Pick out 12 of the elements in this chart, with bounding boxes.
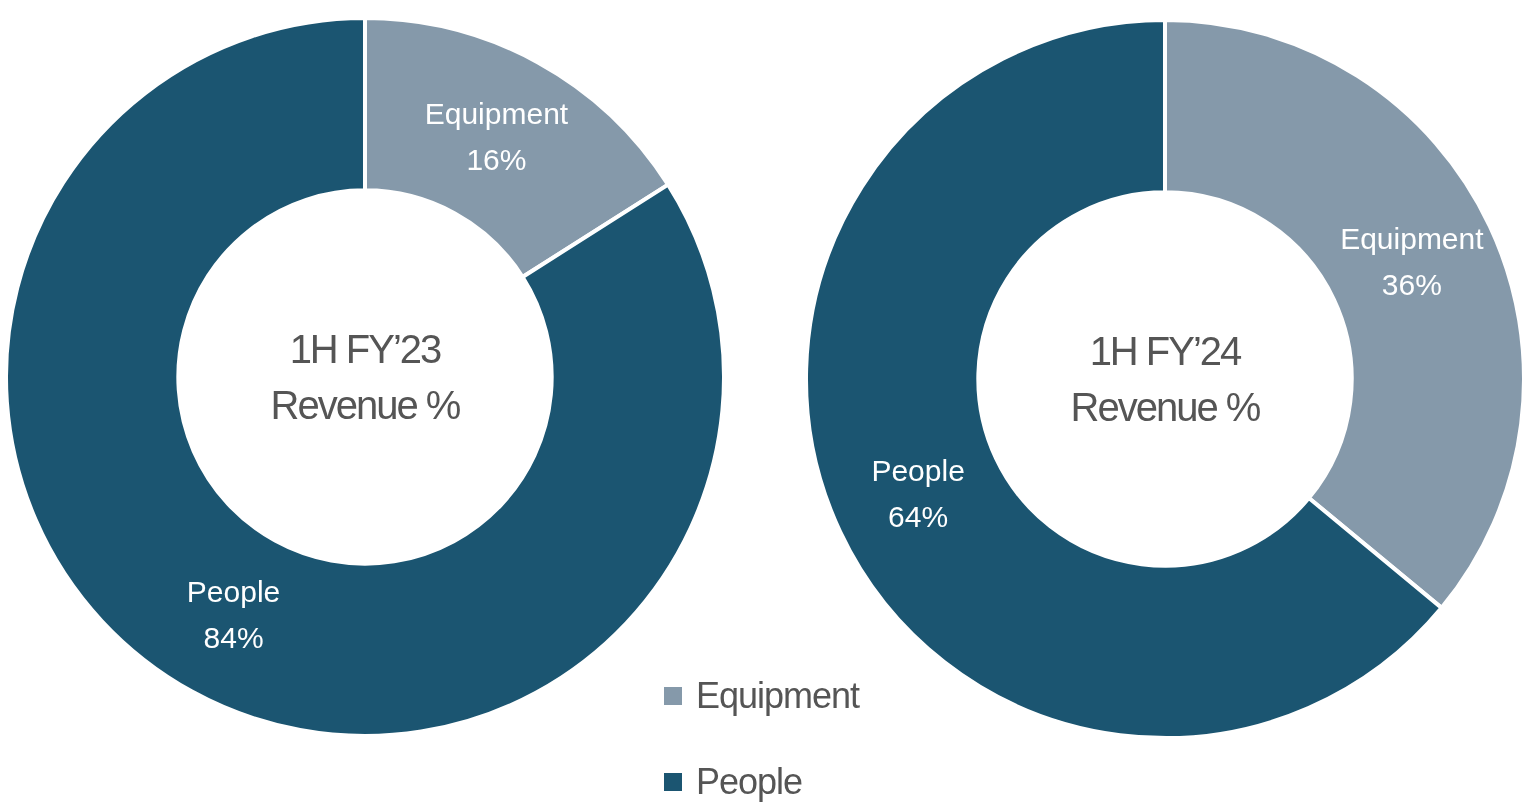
slice-label: People (871, 454, 965, 488)
slice-label: Equipment (1340, 222, 1485, 256)
data-label: 84% (203, 621, 264, 655)
slice-label: People (186, 575, 281, 609)
legend-label: Equipment (696, 675, 860, 717)
slice-label: Equipment (424, 97, 569, 131)
legend-label: People (696, 761, 803, 803)
data-label: 64% (888, 500, 949, 534)
data-label: 36% (1381, 268, 1442, 302)
data-label: 16% (466, 143, 527, 177)
text: 1H FY’24 Revenue % (1069, 328, 1261, 431)
text: 1H FY’23 Revenue % (269, 326, 461, 429)
